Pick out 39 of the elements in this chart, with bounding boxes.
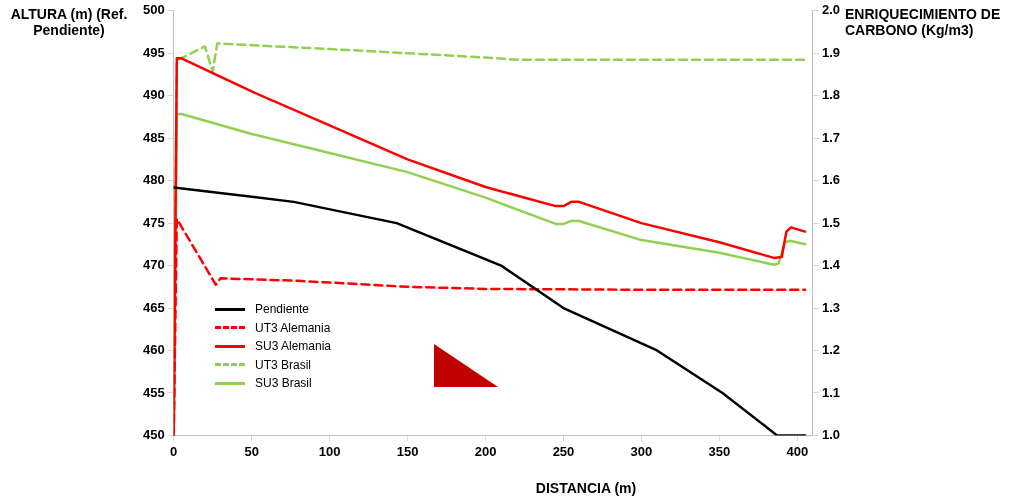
y-tick-label: 475 <box>142 214 165 230</box>
y2-tick-label: 1.7 <box>821 129 841 145</box>
y-tick-label: 450 <box>142 426 165 442</box>
y2-tick-label: 1.5 <box>821 214 841 230</box>
y-tick-label: 485 <box>142 129 165 145</box>
x-tick-label: 150 <box>396 443 419 459</box>
x-tick-label: 350 <box>708 443 731 459</box>
x-tick-label: 50 <box>244 443 259 459</box>
x-tick-label: 100 <box>318 443 341 459</box>
x-tick-label: 250 <box>552 443 575 459</box>
x-tick-label: 200 <box>474 443 497 459</box>
legend-label: Pendiente <box>255 302 310 317</box>
y2-tick-label: 1.4 <box>821 257 841 273</box>
y-tick-label: 455 <box>142 384 165 400</box>
x-tick-label: 300 <box>630 443 653 459</box>
y2-tick-label: 1.2 <box>821 342 841 358</box>
y-tick-label: 460 <box>142 342 165 358</box>
legend-label: SU3 Alemania <box>255 339 332 354</box>
y2-tick-label: 1.1 <box>821 384 841 400</box>
y2-tick-label: 2.0 <box>821 2 841 18</box>
y2-axis-title: ENRIQUECIMIENTO DE CARBONO (Kg/m3) <box>845 6 1002 38</box>
y-tick-label: 465 <box>142 299 165 315</box>
x-tick-label: 400 <box>786 443 809 459</box>
legend-label: UT3 Alemania <box>255 320 331 335</box>
y-tick-label: 470 <box>142 257 165 273</box>
y2-tick-label: 1.9 <box>821 44 841 60</box>
legend-label: SU3 Brasil <box>255 376 312 391</box>
y-tick-label: 490 <box>142 87 165 103</box>
y2-tick-label: 1.0 <box>821 426 841 442</box>
y-tick-label: 500 <box>142 2 165 18</box>
y2-tick-label: 1.6 <box>821 172 841 188</box>
legend-label: UT3 Brasil <box>255 357 312 372</box>
y2-tick-label: 1.8 <box>821 87 841 103</box>
y2-tick-label: 1.3 <box>821 299 841 315</box>
x-tick-label: 0 <box>170 443 178 459</box>
x-axis-title: DISTANCIA (m) <box>534 480 638 496</box>
y-tick-label: 480 <box>142 172 165 188</box>
y-axis-title: ALTURA (m) (Ref. Pendiente) <box>10 6 128 38</box>
y-tick-label: 495 <box>142 44 165 60</box>
